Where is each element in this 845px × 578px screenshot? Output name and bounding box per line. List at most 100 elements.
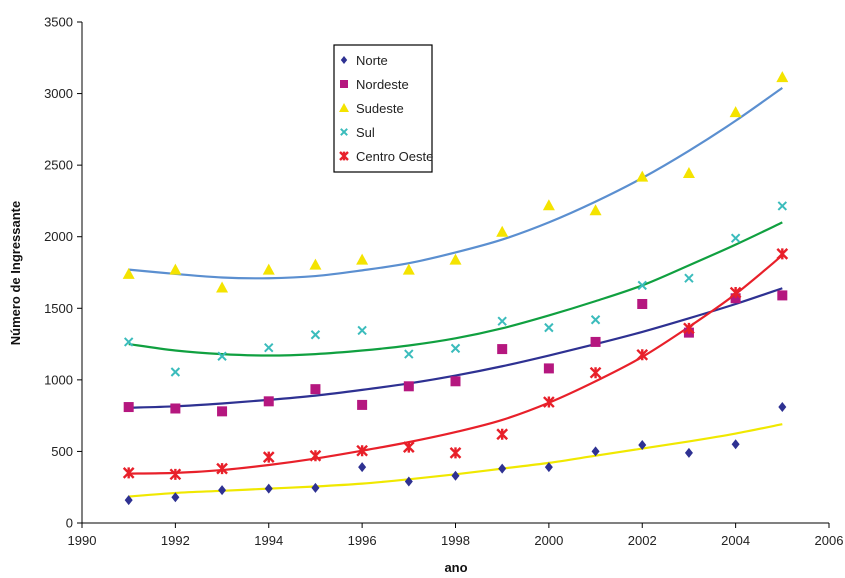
data-point — [404, 349, 414, 359]
data-point — [730, 293, 741, 304]
data-point — [450, 343, 461, 354]
data-point — [450, 376, 461, 387]
data-point — [589, 204, 602, 216]
legend-marker — [339, 103, 349, 112]
x-tick-label: 1990 — [68, 533, 97, 548]
data-point — [264, 342, 274, 353]
data-point — [589, 366, 602, 379]
data-point — [310, 330, 321, 340]
x-tick-label: 2004 — [721, 533, 750, 548]
y-tick-label: 500 — [51, 444, 73, 459]
data-point — [262, 451, 275, 464]
data-point — [638, 439, 647, 450]
data-point — [777, 290, 788, 301]
data-point — [357, 325, 367, 336]
data-point — [496, 225, 509, 237]
data-point — [403, 381, 414, 392]
data-point — [309, 258, 322, 270]
data-point — [682, 167, 695, 179]
y-tick-label: 0 — [66, 516, 73, 531]
data-point — [218, 485, 227, 496]
data-point — [542, 199, 555, 211]
x-tick-label: 2000 — [534, 533, 563, 548]
y-tick-label: 3000 — [44, 86, 73, 101]
data-point — [122, 467, 135, 479]
data-point — [684, 447, 693, 458]
x-axis-label: ano — [444, 560, 467, 575]
data-point — [591, 446, 600, 457]
data-point — [730, 233, 741, 243]
data-point — [498, 463, 507, 474]
data-point — [404, 476, 413, 487]
data-point — [497, 316, 507, 326]
data-markers — [122, 71, 789, 506]
data-point — [544, 322, 554, 333]
data-point — [729, 106, 742, 118]
data-point — [170, 367, 181, 377]
data-point — [449, 253, 462, 265]
data-point — [449, 447, 462, 459]
x-tick-label: 1998 — [441, 533, 470, 548]
tick-labels: 0 500 1000 1500 2000 2500 3000 3500 1990 1992 1994… — [44, 15, 843, 549]
data-point — [122, 267, 135, 279]
data-point — [216, 281, 229, 293]
legend-marker — [340, 128, 348, 136]
y-tick-label: 2500 — [44, 158, 73, 173]
data-point — [169, 263, 182, 275]
axes — [77, 21, 830, 528]
legend-label: Sudeste — [356, 101, 404, 116]
legend-label: Nordeste — [356, 77, 409, 92]
legend-box — [333, 44, 433, 173]
legend-marker — [339, 151, 349, 161]
data-point — [357, 399, 368, 410]
y-tick-label: 1500 — [44, 301, 73, 316]
series-sul — [123, 201, 788, 377]
series-nordeste — [123, 290, 788, 417]
trend-line-sul — [128, 221, 783, 357]
data-point — [777, 201, 788, 211]
data-point — [543, 363, 554, 374]
data-point — [402, 263, 415, 275]
data-point — [637, 298, 648, 309]
data-point — [358, 462, 367, 473]
data-point — [451, 470, 460, 481]
data-point — [636, 170, 649, 182]
data-point — [123, 337, 134, 347]
data-point — [497, 344, 508, 355]
data-point — [731, 439, 740, 450]
data-point — [778, 402, 787, 413]
data-point — [311, 482, 320, 493]
data-point — [169, 468, 182, 481]
legend: Norte Nordeste Sudeste Sul Centro Oeste — [333, 44, 433, 173]
legend-label: Sul — [356, 125, 375, 140]
y-tick-label: 2000 — [44, 229, 73, 244]
trend-line-centro-oeste — [128, 254, 784, 475]
data-point — [263, 396, 274, 407]
data-point — [124, 495, 133, 506]
data-point — [310, 384, 321, 395]
data-point — [171, 492, 180, 503]
x-tick-label: 1992 — [161, 533, 190, 548]
data-point — [684, 273, 694, 283]
legend-marker — [340, 56, 348, 64]
data-point — [217, 406, 228, 417]
data-point — [309, 449, 322, 462]
trend-lines — [128, 86, 784, 498]
data-point — [170, 403, 181, 414]
data-point — [776, 248, 789, 260]
trend-line-sudeste — [128, 86, 783, 280]
x-tick-label: 1994 — [254, 533, 283, 548]
data-point — [262, 263, 275, 275]
data-point — [216, 462, 228, 475]
series-sudeste — [122, 71, 789, 293]
trend-line-nordeste — [128, 287, 783, 409]
data-point — [729, 286, 742, 299]
data-point — [356, 253, 369, 265]
data-point — [123, 402, 134, 413]
legend-label: Centro Oeste — [356, 149, 433, 164]
x-tick-label: 2002 — [628, 533, 657, 548]
data-point — [217, 351, 227, 361]
trend-line-norte — [128, 423, 783, 498]
x-tick-label: 1996 — [348, 533, 377, 548]
data-point — [264, 483, 273, 494]
